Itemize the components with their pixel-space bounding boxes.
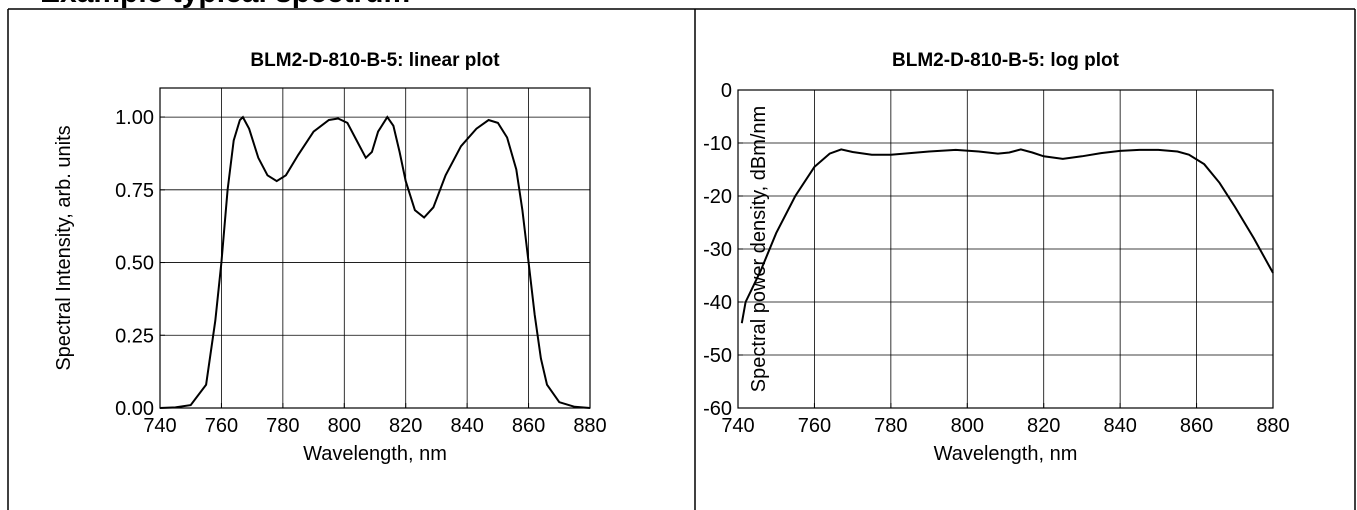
x-tick-label: 820 (389, 415, 422, 437)
data-line (159, 115, 591, 409)
x-tick-label: 880 (573, 415, 606, 437)
y-tick-label: 0.25 (115, 325, 154, 347)
y-tick-label: -10 (703, 133, 732, 155)
data-line (740, 148, 1274, 324)
y-tick-label: 1.00 (115, 107, 154, 129)
x-tick-label: 880 (1256, 415, 1289, 437)
y-tick-label: 0.50 (115, 253, 154, 275)
x-tick-label: 780 (266, 415, 299, 437)
x-tick-label: 740 (721, 415, 754, 437)
x-axis-title: Wavelength, nm (303, 443, 447, 465)
plot-frame (737, 89, 1274, 409)
x-tick-label: 760 (205, 415, 238, 437)
y-tick-label: 0.00 (115, 398, 154, 420)
y-tick-label: -50 (703, 345, 732, 367)
x-axis-title: Wavelength, nm (934, 443, 1078, 465)
x-tick-label: 860 (512, 415, 545, 437)
plot-frame (159, 87, 591, 409)
y-axis-title: Spectral power density, dBm/nm (748, 106, 770, 392)
x-tick-label: 820 (1027, 415, 1060, 437)
y-tick-label: -60 (703, 398, 732, 420)
x-tick-label: 800 (951, 415, 984, 437)
page-title: Example typical spectrum (40, 0, 410, 9)
y-tick-label: -40 (703, 292, 732, 314)
x-tick-label: 800 (328, 415, 361, 437)
chart-title: BLM2-D-810-B-5: log plot (892, 50, 1120, 71)
x-tick-label: 780 (874, 415, 907, 437)
y-tick-label: 0 (721, 80, 732, 102)
y-axis-title: Spectral Intensity, arb. units (53, 125, 75, 370)
x-tick-label: 840 (450, 415, 483, 437)
x-tick-label: 760 (798, 415, 831, 437)
x-tick-label: 840 (1103, 415, 1136, 437)
y-tick-label: -20 (703, 186, 732, 208)
x-tick-label: 860 (1180, 415, 1213, 437)
x-tick-label: 740 (143, 415, 176, 437)
y-tick-label: 0.75 (115, 180, 154, 202)
chart-title: BLM2-D-810-B-5: linear plot (250, 50, 500, 71)
y-tick-label: -30 (703, 239, 732, 261)
